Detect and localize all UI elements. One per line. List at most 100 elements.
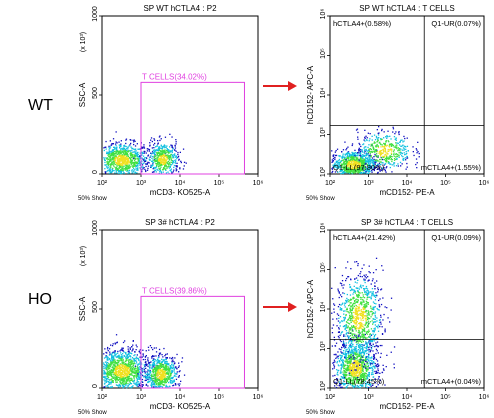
data-point: [107, 346, 109, 349]
data-point: [345, 356, 347, 358]
data-point: [114, 373, 116, 375]
data-point: [139, 363, 141, 365]
data-point: [416, 152, 418, 154]
data-point: [149, 361, 151, 364]
data-point: [367, 160, 369, 163]
data-point: [384, 154, 386, 156]
data-point: [377, 168, 379, 170]
data-point: [164, 360, 167, 363]
data-point: [385, 141, 387, 143]
data-point: [361, 373, 363, 376]
data-point: [369, 367, 371, 369]
data-point: [107, 169, 109, 172]
data-point: [173, 372, 176, 374]
data-point: [144, 379, 146, 382]
data-point: [377, 165, 380, 167]
data-point: [352, 370, 354, 372]
data-point: [157, 142, 159, 144]
data-point: [150, 347, 153, 349]
data-point: [178, 365, 180, 367]
data-point: [337, 164, 339, 167]
data-point: [165, 357, 167, 359]
data-point: [124, 167, 126, 170]
data-point: [166, 380, 168, 382]
data-point: [343, 162, 345, 164]
data-point: [400, 145, 403, 147]
data-point: [151, 375, 153, 377]
data-point: [154, 161, 156, 163]
data-point: [162, 378, 164, 380]
data-point: [168, 377, 170, 379]
data-point: [387, 157, 389, 159]
data-point: [393, 159, 396, 161]
data-point: [169, 385, 171, 388]
data-point: [115, 372, 117, 374]
data-point: [373, 165, 375, 167]
data-point: [168, 375, 170, 377]
data-point: [148, 363, 150, 365]
data-point: [363, 163, 365, 165]
data-point: [117, 151, 119, 153]
data-point: [164, 376, 166, 379]
data-point: [166, 157, 168, 159]
data-point: [115, 373, 118, 375]
y-axis-multiplier: (x 10³): [80, 246, 87, 266]
data-point: [392, 144, 394, 147]
data-point: [355, 170, 358, 172]
data-point: [123, 364, 125, 366]
data-point: [354, 375, 356, 377]
data-point: [175, 165, 177, 167]
data-point: [362, 350, 364, 352]
data-point: [346, 368, 348, 370]
data-point: [358, 377, 360, 379]
data-point: [116, 374, 118, 376]
data-point: [113, 155, 115, 157]
data-point: [160, 153, 162, 155]
data-point: [127, 167, 130, 170]
data-point: [135, 168, 137, 170]
data-point: [141, 371, 144, 373]
data-point: [137, 376, 139, 378]
data-point: [103, 373, 105, 375]
data-point: [137, 158, 139, 160]
data-point: [151, 157, 153, 159]
data-point: [104, 372, 106, 374]
data-point: [354, 346, 356, 348]
data-point: [342, 371, 344, 373]
data-point: [122, 361, 124, 363]
data-point: [125, 165, 127, 167]
data-point: [126, 373, 129, 375]
data-point: [366, 376, 368, 378]
data-point: [417, 151, 419, 153]
data-point: [369, 154, 371, 156]
data-point: [137, 381, 139, 383]
data-point: [383, 158, 385, 161]
data-point: [351, 349, 353, 351]
data-point: [120, 160, 122, 162]
data-point: [367, 162, 370, 164]
data-point: [348, 382, 350, 385]
data-point: [136, 378, 139, 380]
data-point: [124, 360, 127, 362]
data-point: [132, 151, 134, 153]
data-point: [352, 155, 354, 157]
data-point: [137, 151, 139, 154]
data-point: [163, 151, 165, 153]
data-point: [336, 378, 339, 380]
data-point: [130, 367, 132, 369]
data-point: [354, 352, 356, 354]
data-point: [152, 152, 154, 154]
data-point: [367, 377, 369, 380]
data-point: [163, 157, 165, 159]
data-point: [400, 145, 402, 147]
data-point: [129, 144, 131, 146]
data-point: [347, 168, 350, 170]
data-point: [350, 360, 352, 362]
data-point: [149, 145, 151, 147]
data-point: [155, 380, 157, 382]
data-point: [130, 156, 132, 159]
data-point: [170, 154, 172, 156]
x-tick-label: 10⁵: [440, 180, 451, 187]
data-point: [363, 382, 365, 384]
data-point: [113, 359, 115, 361]
